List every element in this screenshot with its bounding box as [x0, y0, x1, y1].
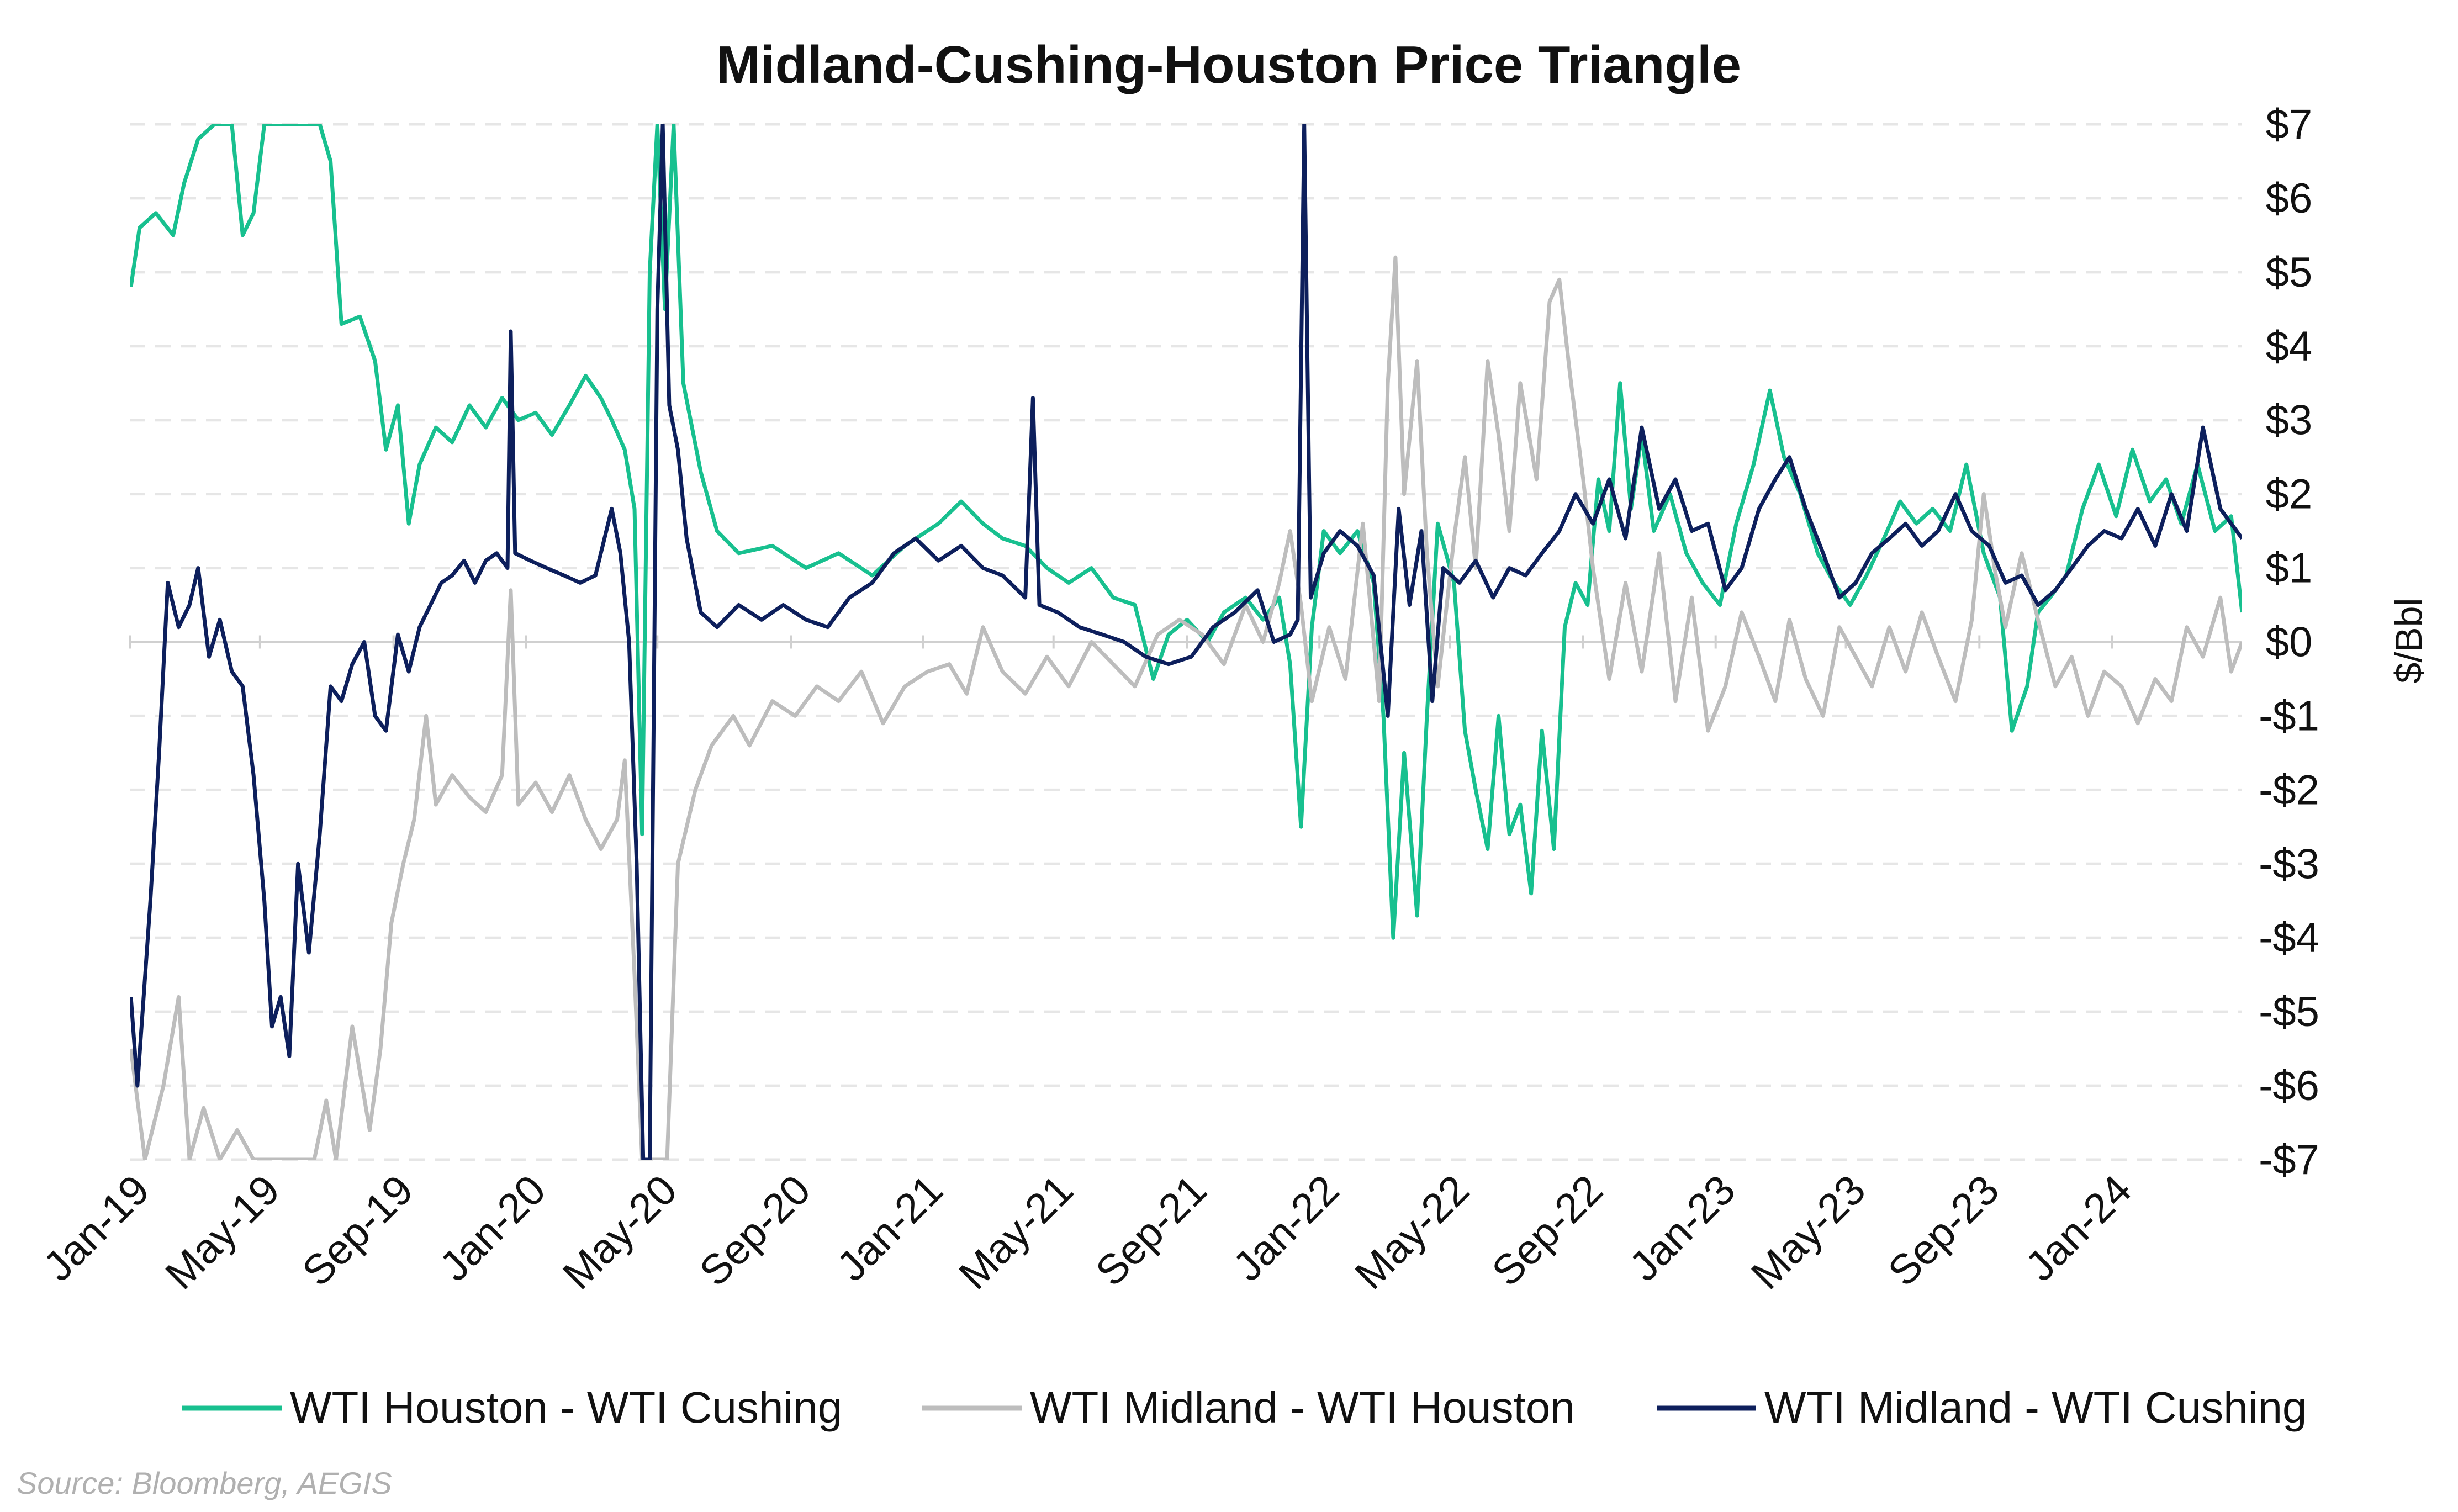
x-tick-label: Sep-22	[1483, 1166, 1612, 1295]
x-tick-label: Jan-21	[828, 1166, 952, 1290]
x-tick-label: May-19	[157, 1166, 289, 1298]
y-tick-label: $0	[2266, 619, 2313, 666]
x-tick-label: Sep-21	[1087, 1166, 1215, 1295]
legend-label: WTI Midland - WTI Houston	[1030, 1383, 1575, 1432]
y-tick-label: -$6	[2259, 1062, 2319, 1109]
y-tick-label: $6	[2266, 175, 2313, 222]
x-tick-label: Jan-23	[1620, 1166, 1744, 1290]
grid-lines	[130, 123, 2242, 1161]
x-tick-label: Jan-19	[35, 1166, 158, 1290]
x-tick-label: Jan-24	[2017, 1166, 2140, 1290]
y-tick-label: -$4	[2259, 914, 2319, 961]
x-tick-label: Jan-22	[1224, 1166, 1348, 1290]
y-axis: $7 $6 $5 $4 $3 $2 $1 $0 -$1 -$2 -$3 -$4 -$5 -$6 -$7	[2259, 101, 2319, 1183]
y-axis-label: $/Bbl	[2388, 598, 2430, 684]
y-tick-label: $7	[2266, 101, 2313, 148]
y-tick-label: $2	[2266, 471, 2313, 518]
series-line-3	[130, 124, 2242, 1160]
legend-label: WTI Midland - WTI Cushing	[1764, 1383, 2307, 1432]
series-line-2	[130, 255, 2242, 1160]
y-tick-label: $1	[2266, 545, 2313, 592]
series-line-1	[130, 124, 2242, 940]
legend: WTI Houston - WTI Cushing WTI Midland - W…	[182, 1383, 2307, 1432]
x-tick-label: May-21	[950, 1166, 1082, 1298]
y-tick-label: $4	[2266, 323, 2313, 370]
chart-title: Midland-Cushing-Houston Price Triangle	[716, 35, 1741, 94]
x-tick-label: Sep-19	[293, 1166, 422, 1295]
y-tick-label: $3	[2266, 397, 2313, 444]
x-tick-label: Jan-20	[431, 1166, 554, 1290]
y-tick-label: -$5	[2259, 988, 2319, 1035]
y-tick-label: -$3	[2259, 840, 2319, 887]
y-tick-label: -$2	[2259, 766, 2319, 813]
legend-label: WTI Houston - WTI Cushing	[290, 1383, 842, 1432]
x-tick-label: Sep-20	[691, 1166, 820, 1295]
x-tick-label: May-20	[554, 1166, 686, 1298]
y-tick-label: $5	[2266, 249, 2313, 296]
series-layer	[130, 124, 2242, 1160]
source-note: Source: Bloomberg, AEGIS	[17, 1466, 392, 1500]
x-tick-label: Sep-23	[1879, 1166, 2008, 1295]
y-tick-label: -$1	[2259, 692, 2319, 739]
y-tick-label: -$7	[2259, 1136, 2319, 1183]
x-tick-label: May-22	[1346, 1166, 1478, 1298]
x-tick-label: May-23	[1742, 1166, 1874, 1298]
